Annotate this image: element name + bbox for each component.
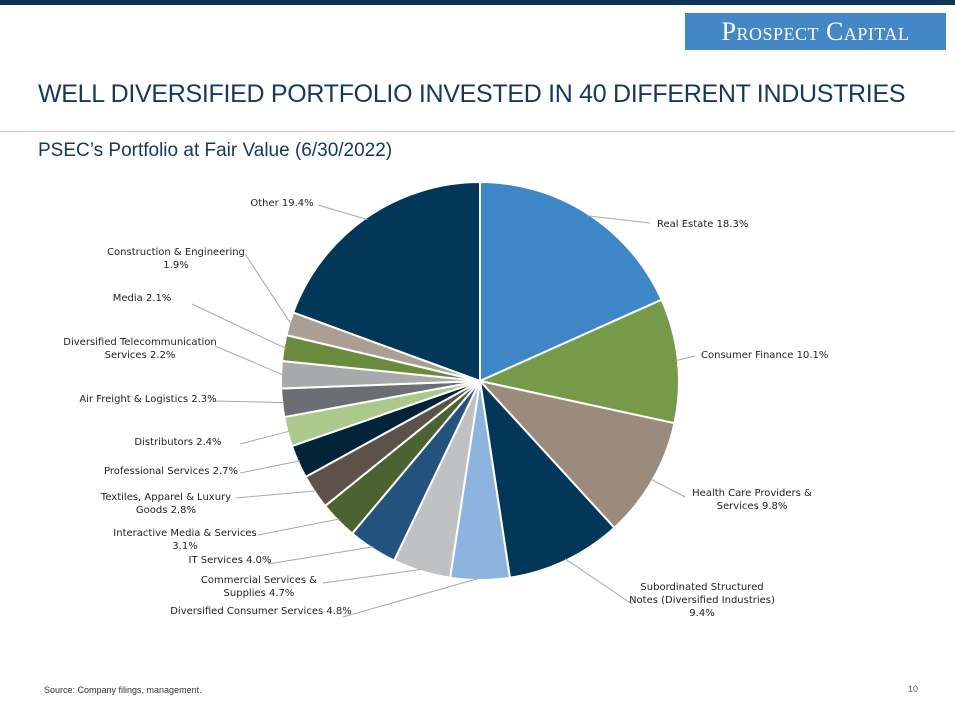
slice-label-line: Supplies 4.7%	[224, 588, 295, 599]
slice-label-line: Media 2.1%	[113, 293, 172, 304]
slice-label: Commercial Services & Supplies 4.7%	[201, 575, 317, 599]
pie-slice-other	[292, 181, 481, 382]
page-title: WELL DIVERSIFIED PORTFOLIO INVESTED IN 4…	[38, 80, 906, 108]
slice-label-line: Health Care Providers &	[692, 488, 812, 499]
slice-label: Other 19.4%	[250, 198, 313, 209]
pie-slice-real-estate	[479, 181, 663, 382]
slice-label: Air Freight & Logistics 2.3%	[79, 394, 216, 405]
slice-label-line: Goods 2.8%	[136, 505, 196, 516]
title-divider	[0, 131, 955, 132]
leader-line	[650, 478, 686, 498]
slice-label-line: Consumer Finance 10.1%	[701, 350, 828, 361]
leader-line	[322, 568, 423, 584]
slice-label: Textiles, Apparel & Luxury Goods 2.8%	[100, 492, 231, 516]
source-footnote: Source: Company filings, management.	[44, 685, 202, 695]
leader-line	[587, 215, 651, 224]
slice-label: Media 2.1%	[113, 293, 172, 304]
slice-label-line: Interactive Media & Services	[113, 528, 256, 539]
slice-label-line: Diversified Consumer Services 4.8%	[170, 606, 352, 617]
slice-label: IT Services 4.0%	[189, 555, 272, 566]
leader-line	[257, 518, 340, 536]
leader-line	[317, 204, 368, 220]
slice-label: Consumer Finance 10.1%	[701, 350, 828, 361]
leader-line	[191, 303, 286, 349]
slice-label-line: Notes (Diversified Industries)	[629, 595, 775, 606]
leader-line	[342, 577, 481, 618]
slice-label-line: 1.9%	[163, 260, 188, 271]
leader-line	[239, 460, 300, 474]
slice-label-line: IT Services 4.0%	[189, 555, 272, 566]
page-number: 10	[908, 684, 919, 694]
slice-label-line: Textiles, Apparel & Luxury	[100, 492, 231, 503]
prospect-capital-logo: Prospect Capital	[685, 13, 946, 50]
leader-line	[214, 345, 284, 376]
leader-line	[214, 400, 285, 404]
slice-label-line: Other 19.4%	[250, 198, 313, 209]
slice-label-line: Commercial Services &	[201, 575, 317, 586]
slice-label-line: Air Freight & Logistics 2.3%	[79, 394, 216, 405]
slice-label: Professional Services 2.7%	[104, 466, 238, 477]
leader-line	[239, 430, 290, 445]
slice-label-line: Services 2.2%	[105, 350, 176, 361]
leader-line	[564, 558, 633, 605]
slice-label: Interactive Media & Services 3.1%	[113, 528, 256, 552]
slice-label-line: Subordinated Structured	[640, 582, 763, 593]
slice-label: Construction & Engineering 1.9%	[107, 247, 245, 271]
slice-label-line: 3.1%	[172, 541, 197, 552]
slice-label: Diversified Consumer Services 4.8%	[170, 606, 352, 617]
slice-label-line: Construction & Engineering	[107, 247, 245, 258]
slice-label: Distributors 2.4%	[134, 437, 221, 448]
leader-line	[244, 253, 292, 325]
slice-label-line: Services 9.8%	[717, 501, 788, 512]
slice-label: Health Care Providers & Services 9.8%	[692, 488, 812, 512]
slice-label-line: Diversified Telecommunication	[63, 337, 216, 348]
slice-label-line: Real Estate 18.3%	[657, 219, 748, 230]
slice-label-line: Professional Services 2.7%	[104, 466, 238, 477]
leader-line	[267, 546, 374, 565]
slice-label: Subordinated Structured Notes (Diversifie…	[629, 582, 775, 619]
leader-line	[675, 355, 696, 362]
slice-label: Real Estate 18.3%	[657, 219, 748, 230]
slice-label-line: 9.4%	[689, 608, 714, 619]
slice-label-line: Distributors 2.4%	[134, 437, 221, 448]
top-accent-bar	[0, 0, 955, 5]
chart-subtitle: PSEC’s Portfolio at Fair Value (6/30/202…	[38, 140, 393, 161]
pie-slice-subordinated-structured-notes-diversified-industries	[479, 380, 616, 579]
leader-line	[235, 490, 317, 499]
slice-label: Diversified Telecommunication Services 2.…	[63, 337, 216, 361]
